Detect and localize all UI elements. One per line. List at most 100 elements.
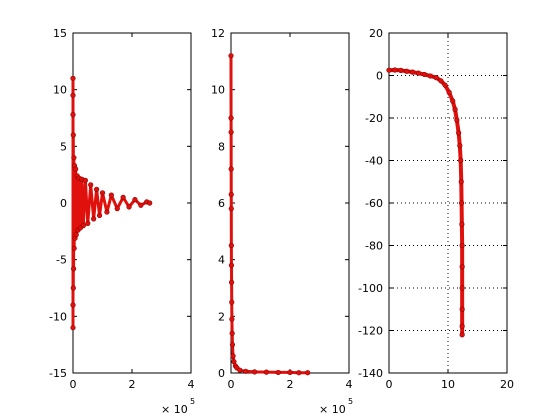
data-point (70, 132, 76, 138)
data-point (229, 299, 235, 305)
data-point (70, 325, 76, 331)
data-point (263, 369, 270, 375)
x-multiplier-label: × 10 (319, 403, 346, 416)
data-point (126, 204, 132, 210)
data-point (91, 216, 97, 222)
y-tick-label: 10 (211, 84, 225, 97)
y-tick-label: 0 (60, 197, 67, 210)
data-point (458, 157, 464, 164)
data-point (114, 206, 120, 212)
x-tick-label: 2 (129, 378, 136, 391)
x-tick-label: 4 (346, 378, 353, 391)
data-point (433, 75, 439, 81)
x-tick-label: 20 (500, 378, 514, 391)
y-tick-label: -120 (358, 325, 383, 338)
data-point (305, 370, 311, 376)
data-point (446, 89, 452, 96)
data-point (70, 285, 76, 291)
data-point (427, 73, 433, 79)
y-tick-label: 5 (60, 140, 67, 153)
y-tick-label: 12 (211, 27, 225, 40)
data-point (230, 353, 236, 359)
data-point (99, 190, 106, 196)
data-point (275, 369, 281, 376)
data-point (456, 130, 462, 136)
data-point (70, 266, 77, 272)
data-point (228, 242, 234, 249)
data-point (70, 92, 76, 98)
data-point (96, 212, 103, 219)
data-point (410, 69, 416, 75)
data-point (459, 264, 465, 270)
data-point (70, 75, 76, 81)
data-point (120, 194, 126, 200)
data-point (228, 206, 234, 212)
data-point (454, 117, 460, 123)
data-point (459, 306, 465, 312)
axes-frame (230, 32, 350, 374)
data-point (85, 220, 91, 226)
subplot-3: 0 10 20 20 0 -20 -40 -60 -80 -100 -120 -140 (358, 27, 514, 391)
x-tick-label: 10 (441, 378, 455, 391)
data-point (228, 53, 234, 59)
data-point (82, 177, 88, 183)
data-point (450, 98, 456, 104)
data-point (243, 368, 249, 374)
data-point (287, 369, 293, 376)
data-point (229, 316, 235, 322)
data-point (80, 223, 86, 229)
data-point (415, 70, 422, 76)
data-point (70, 302, 76, 308)
data-point (459, 242, 465, 249)
x-multiplier-exponent: 5 (190, 397, 195, 406)
data-point (228, 166, 234, 172)
subplot-2: 0 2 4 12 10 8 6 4 2 0 × 105 (211, 27, 353, 416)
data-point (228, 191, 234, 198)
data-point (229, 330, 235, 336)
data-point (104, 209, 110, 215)
data-point (132, 197, 138, 203)
data-point (442, 82, 448, 88)
data-point (108, 192, 114, 198)
x-tick-label: 4 (188, 378, 195, 391)
y-tick-label: -40 (365, 155, 383, 168)
data-point (228, 279, 235, 285)
data-point (228, 115, 234, 121)
data-point (71, 155, 77, 161)
x-tick-label: 2 (287, 378, 294, 391)
data-point (457, 143, 463, 149)
data-point (458, 200, 465, 206)
y-tick-label: -15 (49, 367, 67, 380)
data-point (404, 68, 410, 74)
y-tick-label: 2 (218, 310, 225, 323)
data-point (228, 129, 234, 135)
data-point (392, 67, 398, 73)
data-point (147, 200, 153, 206)
data-point (459, 221, 465, 227)
y-tick-label: -5 (56, 254, 67, 267)
data-point (70, 111, 76, 118)
y-tick-label: -10 (49, 310, 67, 323)
data-point (228, 262, 235, 268)
data-point (438, 78, 444, 84)
data-point (229, 342, 236, 348)
data-point (386, 67, 392, 73)
data-point (93, 186, 100, 192)
x-multiplier-label: × 10 (161, 403, 188, 416)
y-tick-label: 4 (218, 254, 225, 267)
y-tick-label: -100 (358, 282, 383, 295)
data-point (88, 182, 94, 188)
y-tick-label: 6 (218, 197, 225, 210)
x-tick-label: 0 (228, 378, 235, 391)
y-tick-label: 8 (218, 140, 225, 153)
y-tick-label: 20 (369, 27, 383, 40)
y-tick-label: 10 (53, 84, 67, 97)
data-point (459, 285, 465, 291)
y-tick-label: 0 (376, 70, 383, 83)
data-point (421, 71, 428, 78)
x-tick-label: 0 (70, 378, 77, 391)
data-point (231, 359, 237, 365)
